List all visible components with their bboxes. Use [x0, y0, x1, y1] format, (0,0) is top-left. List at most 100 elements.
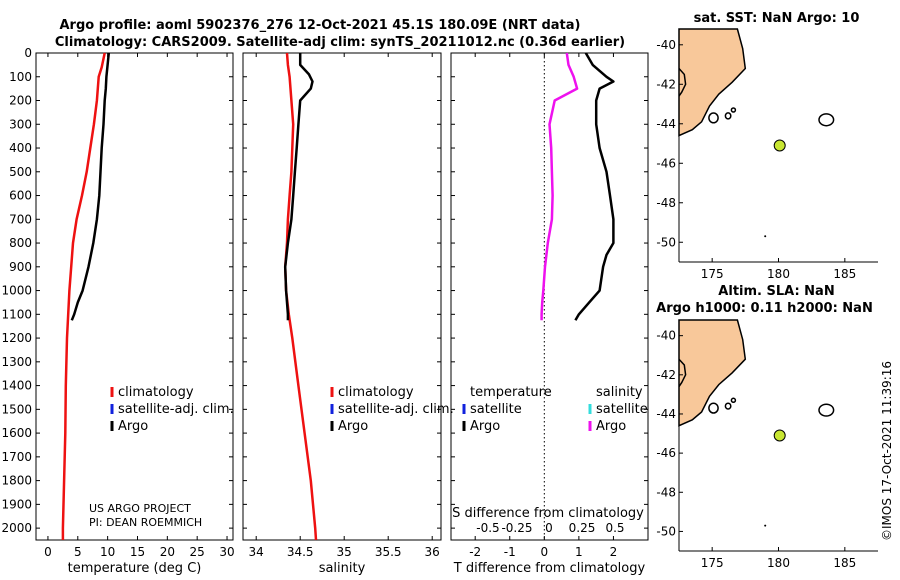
- island: [708, 402, 719, 414]
- map-y-tick-label: -40: [656, 38, 676, 52]
- title-line-1: Argo profile: aoml 5902376_276 12-Oct-20…: [60, 18, 581, 33]
- salinity-panel: 34 34.5 35 35.5 36 salinity climatology satelli…: [242, 52, 454, 576]
- y-tick-label: 1000: [1, 284, 32, 298]
- map-y-tick-label: -44: [656, 117, 676, 131]
- island-dot: [764, 235, 767, 238]
- plot-frame: [242, 52, 442, 541]
- y-tick-label: 800: [9, 236, 32, 250]
- series-line-s-argo: [540, 52, 579, 321]
- x-tick-label: 35.5: [375, 545, 402, 559]
- legend-label: satellite: [470, 402, 522, 417]
- legend-label: satellite-adj. clim.: [338, 402, 454, 417]
- coastline: [678, 67, 687, 97]
- y-tick-label: 1200: [1, 331, 32, 345]
- x-axis-label: salinity: [319, 561, 366, 576]
- credit-line-1: US ARGO PROJECT: [89, 502, 191, 515]
- y-tick-label: 1400: [1, 379, 32, 393]
- island: [818, 113, 835, 127]
- x2-tick-label: 0.25: [569, 521, 596, 535]
- x-tick-label: 0: [540, 545, 548, 559]
- map-title-line-2: Argo h1000: 0.11 h2000: NaN: [656, 301, 873, 316]
- map-y-tick-label: -40: [656, 329, 676, 343]
- x2-axis-label: S difference from climatology: [452, 506, 644, 521]
- island: [818, 403, 835, 417]
- y-tick-label: 1600: [1, 426, 32, 440]
- x2-tick-label: 0.5: [605, 521, 624, 535]
- x2-tick-label: -0.25: [501, 521, 532, 535]
- y-tick-label: 1700: [1, 450, 32, 464]
- legend-label: Argo: [470, 419, 500, 434]
- x-tick-label: 1: [575, 545, 583, 559]
- x-axis-label: temperature (deg C): [68, 561, 202, 576]
- y-tick-label: 700: [9, 212, 32, 226]
- x-tick-label: 10: [100, 545, 115, 559]
- map-y-tick-label: -42: [656, 368, 676, 382]
- x-tick-label: 15: [130, 545, 145, 559]
- difference-panel: -2 -1 0 1 2 T difference from climatology -0.5…: [450, 52, 649, 576]
- legend-label: climatology: [118, 385, 194, 400]
- y-tick-label: 1500: [1, 402, 32, 416]
- y-tick-label: 1300: [1, 355, 32, 369]
- y-tick-label: 600: [9, 189, 32, 203]
- map-y-tick-label: -44: [656, 407, 676, 421]
- map-y-tick-label: -48: [656, 196, 676, 210]
- x-tick-label: -2: [469, 545, 481, 559]
- land-polygon: [678, 319, 747, 427]
- y-tick-label: 1100: [1, 307, 32, 321]
- x-tick-label: 0: [44, 545, 52, 559]
- x-tick-label: 36: [425, 545, 440, 559]
- map-y-tick-label: -50: [656, 235, 676, 249]
- map-title-line-1: sat. SST: NaN Argo: 10: [694, 11, 860, 26]
- x-tick-label: 34.5: [287, 545, 314, 559]
- map-y-tick-label: -50: [656, 524, 676, 538]
- legend-label: Argo: [118, 419, 148, 434]
- island: [708, 112, 719, 124]
- y-tick-label: 1900: [1, 497, 32, 511]
- sla-map: Altim. SLA: NaN Argo h1000: 0.11 h2000: N…: [656, 284, 878, 570]
- land-polygon: [678, 28, 747, 137]
- island: [730, 107, 737, 113]
- title-line-2: Climatology: CARS2009. Satellite-adj cli…: [55, 35, 625, 50]
- y-tick-label: 400: [9, 141, 32, 155]
- y-tick-label: 200: [9, 94, 32, 108]
- x2-tick-label: -0.5: [476, 521, 499, 535]
- x-tick-label: 34: [249, 545, 264, 559]
- y-tick-label: 2000: [1, 521, 32, 535]
- legend-heading: temperature: [470, 385, 552, 400]
- map-y-tick-label: -42: [656, 77, 676, 91]
- x-tick-label: 5: [74, 545, 82, 559]
- series-line-climatology: [283, 52, 318, 541]
- x-tick-label: 2: [610, 545, 618, 559]
- x-tick-label: 35: [337, 545, 352, 559]
- series-line-argo: [283, 53, 314, 321]
- legend-label: climatology: [338, 385, 414, 400]
- map-y-tick-label: -46: [656, 446, 676, 460]
- credit-line-2: PI: DEAN ROEMMICH: [89, 516, 202, 529]
- x-tick-label: 30: [219, 545, 234, 559]
- y-tick-label: 500: [9, 165, 32, 179]
- x2-tick-label: 0: [545, 521, 553, 535]
- legend-label: satellite: [596, 402, 648, 417]
- map-x-tick-label: 185: [833, 556, 856, 570]
- plot-frame: [35, 52, 234, 541]
- x-tick-label: 25: [190, 545, 205, 559]
- series-line-argo: [70, 52, 111, 321]
- map-x-tick-label: 175: [701, 267, 724, 281]
- map-x-tick-label: 185: [833, 267, 856, 281]
- timestamp: ©IMOS 17-Oct-2021 11:39:16: [880, 361, 894, 541]
- map-y-tick-label: -46: [656, 156, 676, 170]
- y-tick-label: 300: [9, 117, 32, 131]
- map-title-line-1: Altim. SLA: NaN: [718, 284, 834, 299]
- legend-label: Argo: [338, 419, 368, 434]
- map-x-tick-label: 175: [701, 556, 724, 570]
- map-y-tick-label: -48: [656, 485, 676, 499]
- series-line-t-argo: [574, 52, 615, 321]
- legend-label: satellite-adj. clim.: [118, 402, 234, 417]
- sst-map: sat. SST: NaN Argo: 10 -40 -42 -44 -46 -48 -50…: [656, 11, 878, 281]
- island: [724, 112, 732, 120]
- island: [730, 397, 737, 404]
- coastline: [678, 358, 687, 388]
- legend-heading: salinity: [596, 385, 643, 400]
- series-line-climatology: [61, 52, 106, 540]
